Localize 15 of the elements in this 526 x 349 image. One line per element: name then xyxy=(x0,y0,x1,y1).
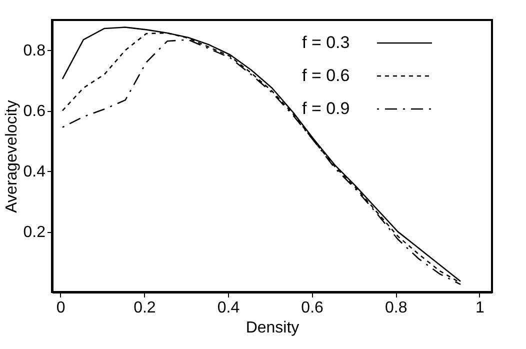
y-axis-title: Averagevelocity xyxy=(3,100,20,213)
legend-label: f = 0.3 xyxy=(302,33,350,52)
x-tick-label: 0.2 xyxy=(134,300,156,316)
y-tick-label: 0.6 xyxy=(23,103,46,120)
y-tick-label: 0.2 xyxy=(23,224,46,242)
x-axis-title: Density xyxy=(246,320,300,336)
y-tick-label: 0.8 xyxy=(23,42,46,60)
y-tick-label: 0.4 xyxy=(23,164,46,181)
x-tick-label: 0 xyxy=(56,300,66,316)
legend-label: f = 0.9 xyxy=(302,99,350,118)
x-tick-label: 0.6 xyxy=(301,300,324,316)
x-tick-label: 0.8 xyxy=(384,300,408,316)
x-tick-label: 0.4 xyxy=(217,300,240,316)
legend-label: f = 0.6 xyxy=(302,66,350,85)
x-tick-label: 1 xyxy=(475,300,484,316)
